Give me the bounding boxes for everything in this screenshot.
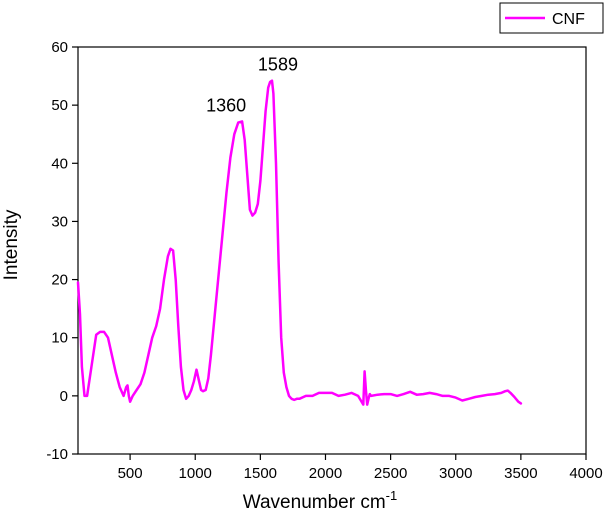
- x-tick-label: 2500: [374, 465, 407, 482]
- annotations: 1360 1589: [206, 55, 298, 116]
- x-tick-label: 3500: [504, 465, 537, 482]
- y-tick-label: 0: [60, 388, 68, 405]
- y-tick-label: 40: [51, 155, 68, 172]
- x-axis-title-text: Wavenumber cm: [243, 492, 386, 513]
- legend: CNF: [499, 2, 604, 34]
- y-axis-title: Intensity: [1, 209, 22, 280]
- y-tick-label: 50: [51, 97, 68, 114]
- y-tick-label: 20: [51, 272, 68, 289]
- x-tick-label: 1000: [179, 465, 212, 482]
- y-tick-label: 60: [51, 39, 68, 56]
- peak-annotation-1360: 1360: [206, 95, 246, 115]
- x-tick-label: 3000: [439, 465, 472, 482]
- x-axis-title-superscript: -1: [386, 488, 398, 503]
- plot-frame-border: [77, 46, 587, 455]
- x-tick-label: 4000: [569, 465, 602, 482]
- axis-ticks: 500 1000 1500 2000 2500 3000 3500 4000 -10 0 10 20 3…: [46, 39, 602, 482]
- x-tick-label: 1500: [244, 465, 277, 482]
- peak-annotation-1589: 1589: [258, 55, 298, 75]
- y-tick-label: -10: [46, 446, 68, 463]
- x-tick-label: 500: [118, 465, 143, 482]
- x-tick-label: 2000: [309, 465, 342, 482]
- series-layer: [76, 79, 523, 406]
- y-tick-label: 10: [51, 330, 68, 347]
- legend-label-cnf: CNF: [552, 11, 585, 28]
- x-axis-title: Wavenumber cm-1: [243, 488, 397, 513]
- series-line-cnf: [76, 79, 523, 406]
- y-tick-label: 30: [51, 213, 68, 230]
- plot-area: [77, 46, 587, 455]
